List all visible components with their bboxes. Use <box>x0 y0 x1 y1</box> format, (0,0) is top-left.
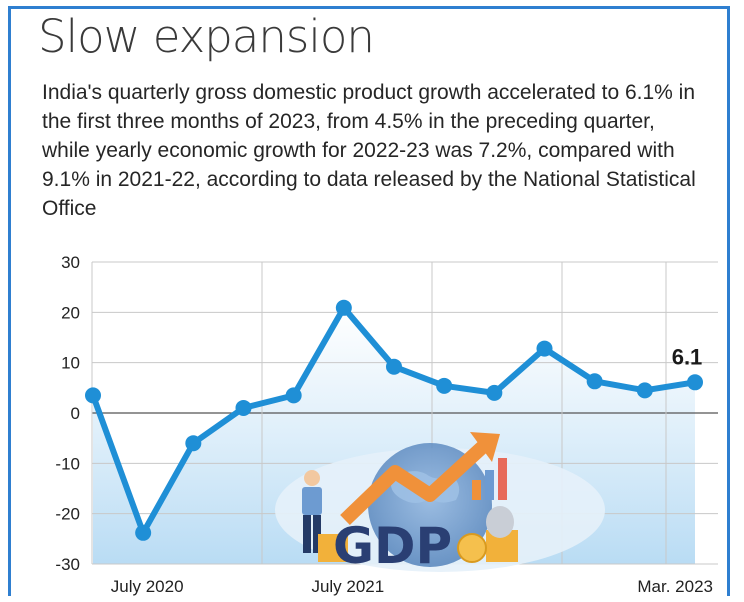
x-tick-label: Mar. 2023 <box>637 577 713 596</box>
data-point <box>135 524 152 541</box>
chart-subtitle: India's quarterly gross domestic product… <box>42 81 696 220</box>
y-tick-label: 0 <box>71 404 80 423</box>
data-point <box>386 358 402 375</box>
data-point <box>687 374 703 391</box>
chart-title: Slow expansion <box>38 10 375 63</box>
arrow-head <box>470 432 500 462</box>
x-tick-label: July 2020 <box>111 577 184 596</box>
data-point <box>486 384 503 401</box>
gdp-illustration: GDP <box>275 432 605 575</box>
data-label-last-value: 6.1 <box>672 344 703 369</box>
y-tick-label: 30 <box>61 253 80 272</box>
data-point <box>185 435 202 452</box>
data-point <box>85 387 101 404</box>
y-tick-label: -20 <box>55 505 80 524</box>
x-tick-label: July 2021 <box>311 577 384 596</box>
y-tick-label: -10 <box>55 454 80 473</box>
y-tick-label: 10 <box>61 354 80 373</box>
money-bag-icon <box>486 506 514 538</box>
y-tick-label: -30 <box>55 555 80 574</box>
bar-chart-icon <box>472 458 507 500</box>
y-tick-label: 20 <box>61 303 80 322</box>
data-point <box>285 387 302 404</box>
chart-frame <box>8 6 730 596</box>
data-point <box>536 340 553 357</box>
gdp-label: GDP <box>333 517 452 575</box>
businessman-icon <box>302 470 322 553</box>
data-point <box>586 373 603 390</box>
rising-arrow-icon <box>340 436 493 526</box>
data-point <box>235 399 252 416</box>
data-point <box>436 377 453 394</box>
coin-stack-icon <box>318 530 518 563</box>
data-point <box>636 382 653 399</box>
data-point <box>335 299 352 316</box>
